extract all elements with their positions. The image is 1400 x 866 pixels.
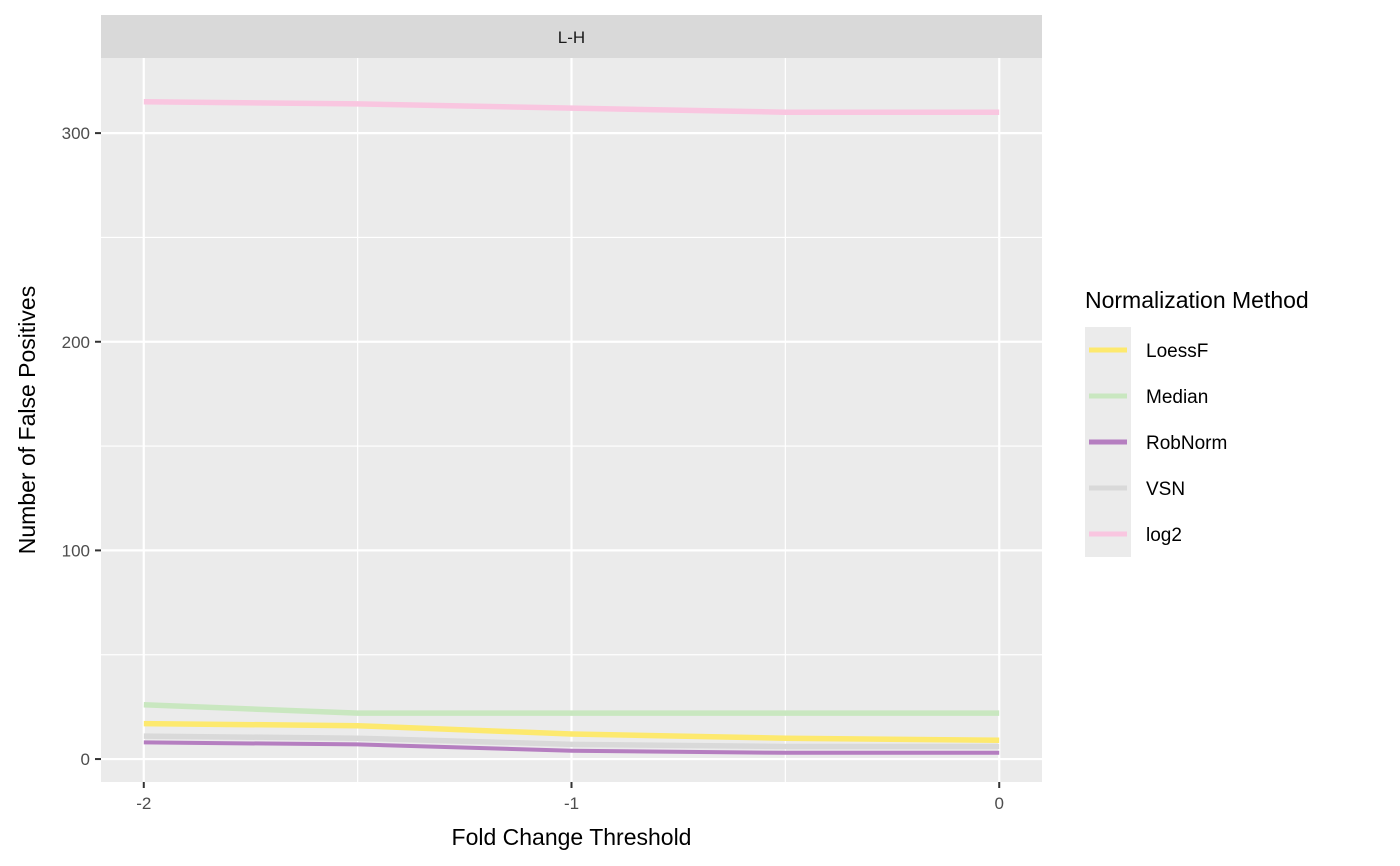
facet-strip: [101, 15, 1042, 58]
x-tick-label: 0: [994, 794, 1003, 813]
legend: LoessF Median RobNorm VSN log2: [1085, 327, 1227, 557]
x-axis: -2 -1 0: [136, 782, 1004, 813]
series-line-vsn: [143, 733, 1000, 750]
series-line-loessf: [143, 720, 1000, 744]
y-axis: 0 100 200 300: [62, 124, 101, 769]
major-gridlines: [101, 58, 1042, 782]
y-tick-label: 0: [81, 750, 90, 769]
legend-label-loessf: LoessF: [1146, 341, 1208, 362]
series-line-log2: [143, 99, 1000, 115]
legend-label-vsn: VSN: [1146, 479, 1185, 500]
y-tick-label: 200: [62, 333, 90, 352]
x-tick-label: -2: [136, 794, 151, 813]
series-line-robnorm: [143, 740, 1000, 755]
x-axis-title: Fold Change Threshold: [452, 824, 692, 850]
legend-label-log2: log2: [1146, 525, 1182, 546]
legend-label-robnorm: RobNorm: [1146, 433, 1227, 454]
legend-title: Normalization Method: [1085, 287, 1309, 313]
facet-strip-label: L-H: [558, 28, 585, 47]
legend-label-median: Median: [1146, 387, 1208, 408]
series-line-median: [143, 702, 1000, 716]
y-tick-label: 100: [62, 541, 90, 560]
y-axis-title: Number of False Positives: [14, 286, 40, 554]
series-lines: [143, 99, 1000, 755]
y-tick-label: 300: [62, 124, 90, 143]
x-tick-label: -1: [564, 794, 579, 813]
